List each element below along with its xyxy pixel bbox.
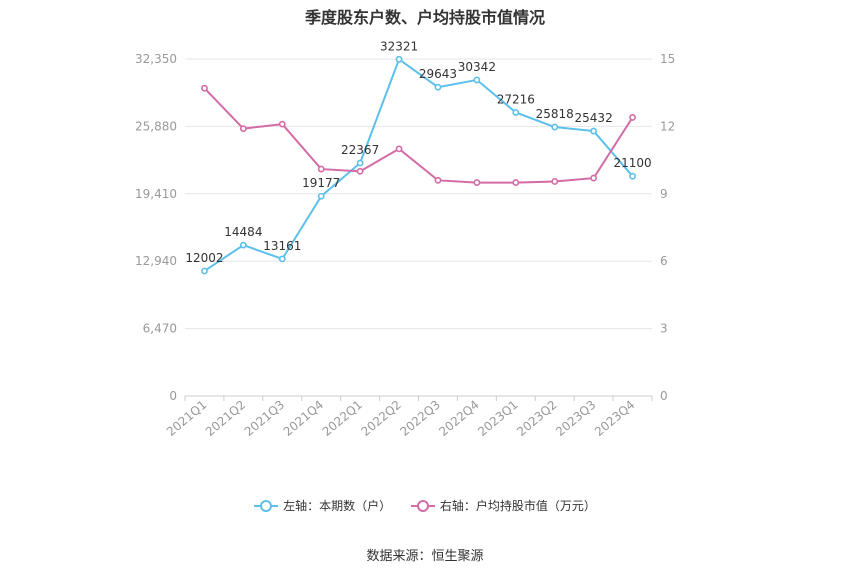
data-point bbox=[590, 127, 598, 135]
left-tick-label: 12,940 bbox=[135, 254, 177, 268]
right-tick-label: 3 bbox=[660, 322, 668, 336]
data-point bbox=[434, 176, 442, 184]
data-point bbox=[317, 165, 325, 173]
x-tick-label: 2022Q1 bbox=[320, 398, 365, 439]
data-label: 27216 bbox=[497, 92, 535, 106]
right-tick-label: 15 bbox=[660, 52, 675, 66]
data-point bbox=[512, 179, 520, 186]
right-tick-label: 0 bbox=[660, 389, 668, 403]
data-label: 22367 bbox=[341, 143, 379, 157]
legend-item-households[interactable]: 左轴：本期数（户） bbox=[254, 497, 391, 514]
right-tick-label: 9 bbox=[660, 187, 668, 201]
data-label: 13161 bbox=[263, 239, 301, 253]
x-tick-label: 2022Q3 bbox=[397, 398, 442, 439]
data-point bbox=[629, 172, 636, 180]
left-axis-ticks: 0 6,470 12,940 19,410 25,880 32,350 bbox=[135, 52, 177, 403]
x-tick-label: 2021Q3 bbox=[242, 398, 287, 439]
data-label: 14484 bbox=[224, 225, 262, 239]
axes bbox=[184, 395, 653, 401]
data-point bbox=[629, 114, 636, 121]
legend: 左轴：本期数（户） 右轴：户均持股市值（万元） bbox=[0, 497, 850, 516]
data-point bbox=[551, 123, 559, 131]
series-layer bbox=[201, 55, 636, 275]
data-point bbox=[239, 125, 247, 133]
left-tick-label: 6,470 bbox=[143, 322, 177, 336]
data-point bbox=[395, 55, 403, 63]
data-point bbox=[278, 255, 286, 263]
x-tick-label: 2022Q2 bbox=[358, 398, 403, 439]
series-line bbox=[203, 57, 634, 272]
left-tick-label: 0 bbox=[169, 389, 177, 403]
data-label: 25818 bbox=[536, 107, 574, 121]
data-point bbox=[590, 174, 598, 182]
data-point bbox=[201, 267, 208, 275]
legend-label: 左轴：本期数（户） bbox=[283, 499, 392, 513]
x-tick-label: 2023Q4 bbox=[592, 398, 637, 439]
x-tick-label: 2021Q2 bbox=[203, 398, 248, 439]
data-point bbox=[395, 145, 403, 153]
left-tick-label: 25,880 bbox=[135, 119, 177, 133]
data-point bbox=[356, 167, 364, 175]
legend-item-avg-value[interactable]: 右轴：户均持股市值（万元） bbox=[410, 497, 596, 514]
data-source: 数据来源：恒生聚源 bbox=[366, 549, 484, 564]
legend-line-icon bbox=[254, 499, 279, 513]
right-axis-ticks: 0 3 6 9 12 15 bbox=[660, 52, 675, 403]
x-tick-label: 2021Q1 bbox=[164, 398, 209, 439]
data-point bbox=[434, 83, 442, 91]
right-tick-label: 6 bbox=[660, 254, 668, 268]
left-tick-label: 19,410 bbox=[135, 187, 177, 201]
data-label: 25432 bbox=[575, 111, 613, 125]
x-tick-label: 2021Q4 bbox=[281, 398, 326, 439]
data-point bbox=[317, 192, 325, 200]
right-tick-label: 12 bbox=[660, 119, 675, 133]
x-tick-label: 2023Q1 bbox=[475, 398, 520, 439]
series-line bbox=[203, 87, 634, 184]
data-point bbox=[512, 109, 520, 116]
data-point bbox=[551, 178, 559, 185]
data-label: 30342 bbox=[458, 60, 496, 74]
data-point bbox=[356, 159, 364, 167]
x-tick-label: 2023Q3 bbox=[553, 398, 598, 439]
data-point bbox=[473, 76, 481, 84]
data-label: 21100 bbox=[613, 156, 651, 170]
legend-line-icon bbox=[410, 499, 435, 513]
data-label: 32321 bbox=[380, 39, 418, 53]
x-tick-label: 2022Q4 bbox=[436, 398, 481, 439]
x-axis-ticks: 2021Q12021Q22021Q32021Q42022Q12022Q22022… bbox=[164, 398, 638, 439]
x-tick-label: 2023Q2 bbox=[514, 398, 559, 439]
data-label: 12002 bbox=[185, 251, 223, 265]
data-point bbox=[239, 241, 247, 249]
chart-title: 季度股东户数、户均持股市值情况 bbox=[304, 8, 545, 27]
data-point bbox=[278, 120, 286, 128]
left-tick-label: 32,350 bbox=[135, 52, 177, 66]
data-label: 19177 bbox=[302, 176, 340, 190]
grid-lines bbox=[185, 58, 652, 330]
data-point bbox=[473, 179, 481, 186]
data-point bbox=[201, 84, 208, 92]
data-label: 29643 bbox=[419, 67, 457, 81]
legend-label: 右轴：户均持股市值（万元） bbox=[439, 499, 596, 513]
